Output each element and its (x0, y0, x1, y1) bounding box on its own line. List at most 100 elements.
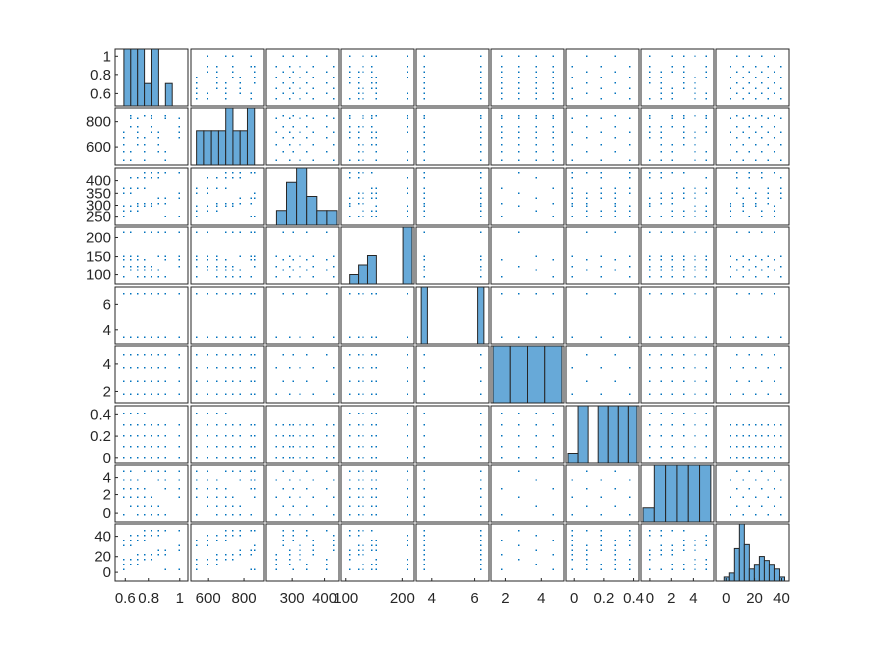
scatter-point (629, 215, 631, 218)
subplot-r7-c5 (415, 405, 490, 464)
y-tick-label: 150 (86, 249, 111, 266)
scatter-point (649, 215, 651, 218)
scatter-point (780, 117, 782, 120)
scatter-point (500, 293, 503, 295)
scatter-point (375, 210, 378, 213)
scatter-point (150, 505, 153, 507)
scatter-point (143, 456, 146, 459)
scatter-point (736, 231, 738, 234)
scatter-point (224, 434, 227, 437)
axes-frame (565, 345, 640, 404)
x-tick-label: 4 (428, 590, 436, 607)
scatter-point (371, 505, 373, 507)
scatter-point (694, 380, 696, 382)
scatter-point (250, 423, 252, 426)
scatter-point (535, 269, 537, 271)
scatter-point (143, 276, 146, 278)
scatter-point (250, 479, 252, 481)
scatter-point (660, 202, 662, 205)
scatter-point (660, 434, 662, 437)
scatter-point (332, 159, 335, 161)
scatter-point (150, 434, 153, 437)
scatter-point (629, 514, 631, 516)
histogram-bar (753, 564, 760, 582)
scatter-point (348, 568, 351, 571)
scatter-point (780, 336, 782, 338)
scatter-point (289, 456, 291, 459)
scatter-point (571, 265, 574, 268)
scatter-point (362, 470, 364, 473)
scatter-point (164, 456, 166, 459)
scatter-point (671, 393, 674, 396)
x-tick-label: 4 (537, 590, 545, 607)
scatter-point (585, 215, 588, 218)
scatter-point (629, 563, 631, 566)
scatter-point (773, 114, 776, 117)
scatter-point (143, 144, 146, 146)
scatter-point (371, 336, 373, 338)
scatter-point (660, 293, 662, 295)
scatter-point (694, 276, 696, 278)
histogram-bar (597, 405, 609, 464)
scatter-point (780, 144, 782, 146)
scatter-point (518, 231, 520, 234)
scatter-point (406, 412, 409, 415)
scatter-point (423, 554, 425, 556)
scatter-point (423, 197, 425, 200)
scatter-point (375, 445, 378, 448)
scatter-point (705, 255, 708, 258)
scatter-point (736, 177, 738, 179)
scatter-point (312, 549, 315, 551)
scatter-point (500, 514, 503, 516)
scatter-point (729, 144, 732, 146)
scatter-point (157, 423, 160, 426)
scatter-point (157, 197, 160, 200)
scatter-point (282, 293, 284, 295)
subplot-r7-c7 (565, 405, 640, 464)
scatter-point (232, 293, 234, 295)
scatter-point (275, 568, 278, 571)
scatter-point (742, 117, 744, 120)
scatter-point (480, 412, 482, 415)
scatter-point (773, 215, 776, 218)
scatter-point (671, 423, 674, 426)
scatter-point (649, 55, 651, 57)
scatter-point (348, 126, 351, 128)
scatter-point (614, 544, 617, 546)
scatter-point (239, 367, 241, 369)
scatter-point (206, 92, 209, 95)
scatter-point (371, 71, 373, 73)
scatter-point (130, 539, 132, 542)
scatter-point (705, 539, 708, 542)
axes-frame (565, 107, 640, 166)
scatter-point (275, 87, 278, 89)
scatter-point (748, 293, 751, 295)
scatter-point (150, 117, 153, 120)
scatter-point (232, 393, 234, 396)
histogram-bar (627, 405, 638, 464)
scatter-point (348, 171, 351, 174)
scatter-point (705, 353, 708, 356)
scatter-point (571, 514, 574, 516)
scatter-point (694, 144, 696, 146)
scatter-point (748, 92, 751, 95)
scatter-point (518, 159, 520, 161)
scatter-point (736, 293, 738, 295)
scatter-point (552, 87, 555, 89)
scatter-point (371, 353, 373, 356)
scatter-point (480, 265, 482, 268)
scatter-point (585, 380, 588, 382)
scatter-point (130, 544, 132, 546)
scatter-point (224, 423, 227, 426)
scatter-point (694, 353, 696, 356)
scatter-point (571, 144, 574, 146)
subplot-r6-c2 (190, 345, 265, 404)
scatter-point (736, 192, 738, 194)
scatter-point (660, 159, 662, 161)
scatter-point (480, 539, 482, 542)
scatter-point (761, 423, 763, 426)
scatter-point (362, 197, 364, 200)
scatter-point (157, 231, 160, 234)
scatter-point (571, 544, 574, 546)
scatter-point (585, 192, 588, 194)
